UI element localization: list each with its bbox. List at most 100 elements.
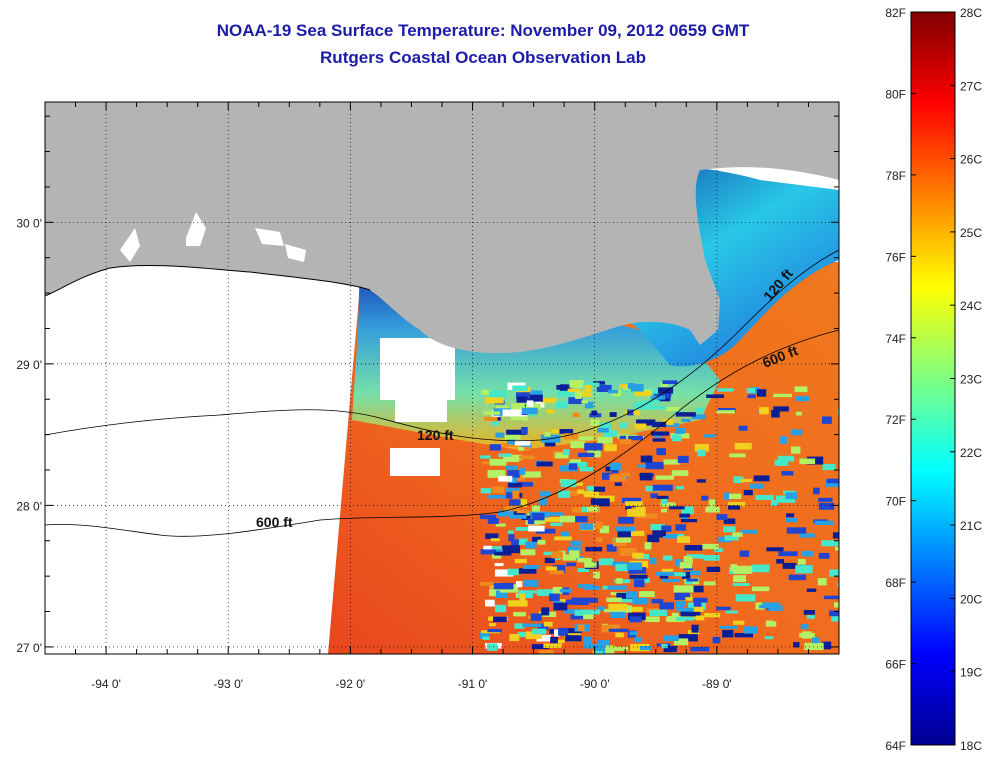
sst-pixel bbox=[603, 608, 622, 613]
sst-pixel bbox=[593, 486, 606, 492]
sst-pixel bbox=[569, 459, 581, 463]
sst-pixel bbox=[531, 644, 549, 650]
sst-pixel bbox=[806, 615, 815, 619]
sst-pixel bbox=[487, 518, 499, 524]
sst-pixel bbox=[558, 627, 569, 636]
sst-pixel bbox=[782, 562, 797, 569]
sst-pixel bbox=[663, 459, 680, 465]
sst-pixel bbox=[606, 544, 617, 552]
sst-pixel bbox=[764, 636, 774, 640]
sst-pixel bbox=[544, 557, 555, 564]
sst-pixel bbox=[785, 517, 798, 523]
sst-pixel bbox=[583, 613, 594, 620]
sst-pixel bbox=[716, 514, 728, 520]
sst-pixel bbox=[812, 637, 819, 644]
sst-pixel bbox=[481, 389, 493, 395]
sst-pixel bbox=[541, 397, 557, 404]
sst-pixel bbox=[675, 600, 686, 607]
sst-pixel bbox=[597, 606, 606, 611]
sst-pixel bbox=[508, 514, 527, 519]
sst-pixel bbox=[786, 513, 795, 518]
sst-pixel bbox=[559, 465, 577, 472]
sst-pixel bbox=[608, 628, 629, 632]
sst-pixel bbox=[663, 534, 678, 539]
sst-pixel bbox=[616, 578, 623, 584]
sst-pixel bbox=[609, 474, 627, 482]
sst-pixel bbox=[532, 536, 542, 543]
sst-pixel bbox=[551, 429, 564, 433]
colorbar-f-label: 64F bbox=[885, 739, 906, 753]
sst-pixel bbox=[617, 531, 631, 538]
sst-pixel bbox=[583, 491, 599, 498]
colorbar-f-label: 82F bbox=[885, 6, 906, 20]
sst-pixel bbox=[661, 525, 672, 532]
sst-pixel bbox=[492, 554, 502, 559]
sst-pixel bbox=[703, 555, 720, 561]
lon-tick-label: -89 0' bbox=[702, 677, 732, 691]
sst-pixel bbox=[485, 599, 495, 607]
axis-ticks bbox=[44, 102, 839, 654]
sst-pixel bbox=[552, 586, 562, 594]
sst-pixel bbox=[544, 431, 551, 437]
sst-pixel bbox=[608, 389, 619, 394]
sst-pixel bbox=[655, 475, 674, 480]
colorbar-c-label: 23C bbox=[960, 373, 982, 387]
colorbar-c-label: 21C bbox=[960, 519, 982, 533]
sst-pixel bbox=[570, 540, 582, 546]
sst-pixel bbox=[626, 591, 638, 599]
sst-pixel bbox=[590, 498, 610, 507]
sst-pixel bbox=[593, 646, 608, 654]
sst-pixel bbox=[733, 565, 753, 574]
sst-pixel bbox=[511, 539, 519, 547]
sst-pixel bbox=[637, 464, 646, 468]
sst-pixel bbox=[513, 511, 526, 518]
sst-pixel bbox=[509, 634, 520, 642]
sst-pixel bbox=[665, 407, 680, 412]
sst-pixel bbox=[510, 416, 528, 421]
sst-pixel bbox=[639, 591, 655, 598]
sst-pixel bbox=[507, 482, 522, 488]
sst-pixel bbox=[558, 490, 571, 498]
sst-pixel bbox=[719, 625, 737, 629]
sst-pixel bbox=[663, 645, 677, 653]
contour-600ft bbox=[45, 329, 839, 537]
sst-pixel bbox=[651, 598, 664, 604]
sst-pixel bbox=[723, 492, 731, 500]
sst-pixel bbox=[735, 594, 756, 602]
sst-pixel bbox=[734, 442, 752, 450]
colorbar-c-label: 27C bbox=[960, 79, 982, 93]
sst-pixel bbox=[685, 597, 693, 601]
sst-pixel bbox=[823, 595, 839, 600]
sst-pixel bbox=[817, 578, 827, 586]
sst-pixel bbox=[650, 493, 659, 499]
sst-pixel bbox=[609, 412, 617, 417]
cold-water-patches bbox=[480, 380, 839, 654]
sst-pixel bbox=[536, 461, 553, 467]
sst-pixel bbox=[565, 635, 582, 642]
sst-pixel bbox=[822, 464, 836, 471]
sst-pixel bbox=[527, 518, 535, 525]
sst-pixel bbox=[566, 562, 577, 567]
sst-pixel bbox=[674, 572, 686, 577]
sst-pixel bbox=[619, 435, 627, 440]
sst-pixel bbox=[616, 592, 636, 599]
sst-pixel bbox=[521, 443, 532, 449]
sst-pixel bbox=[515, 527, 535, 531]
sst-pixel bbox=[579, 466, 594, 472]
sst-pixel bbox=[618, 598, 638, 603]
sst-pixel bbox=[794, 386, 808, 393]
colorbar-f-label: 80F bbox=[885, 87, 906, 101]
sst-pixel bbox=[703, 581, 716, 586]
sst-pixel bbox=[655, 571, 675, 576]
colorbar-c-label: 24C bbox=[960, 299, 982, 313]
sst-pixel bbox=[728, 505, 741, 510]
sst-pixel bbox=[677, 455, 689, 463]
sst-pixel bbox=[678, 634, 698, 641]
sst-pixel bbox=[673, 638, 689, 646]
sst-pixel bbox=[582, 382, 600, 387]
sst-pixel bbox=[614, 482, 622, 486]
sst-pixel bbox=[518, 568, 537, 574]
sst-pixel bbox=[660, 382, 669, 388]
sst-pixel bbox=[546, 409, 555, 414]
